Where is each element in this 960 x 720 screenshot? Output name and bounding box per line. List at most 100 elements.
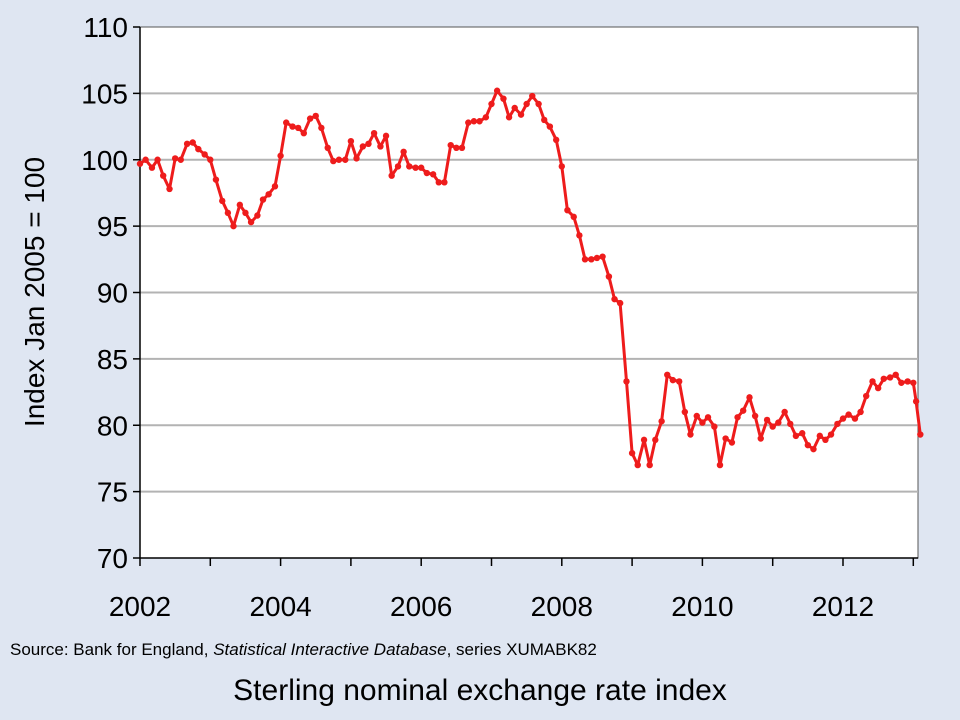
y-tick-label: 90 [97, 278, 128, 309]
data-point [247, 218, 255, 226]
data-point [616, 299, 624, 307]
data-point [781, 408, 788, 416]
data-point [799, 430, 806, 437]
data-point [177, 156, 184, 163]
data-point [628, 449, 636, 457]
data-point [687, 431, 694, 438]
data-point [693, 412, 700, 420]
data-point [763, 416, 771, 424]
data-point [195, 145, 202, 153]
data-point [869, 378, 876, 385]
data-point [634, 461, 641, 469]
data-point [330, 157, 337, 165]
data-point [283, 119, 290, 126]
data-point [775, 419, 782, 426]
data-point [394, 163, 402, 170]
source-suffix: , series XUMABK82 [446, 640, 597, 659]
data-point [588, 256, 595, 263]
data-point [289, 123, 296, 130]
x-tick-label: 2012 [812, 591, 874, 622]
data-point [611, 295, 618, 303]
data-point [324, 144, 331, 152]
data-point [148, 164, 156, 171]
data-point [476, 118, 483, 125]
data-point [447, 141, 454, 149]
data-point [711, 423, 718, 430]
data-point [183, 140, 191, 148]
data-point [874, 384, 882, 392]
data-point [342, 156, 349, 163]
data-point [722, 435, 729, 442]
data-point [511, 104, 518, 112]
data-point [912, 398, 920, 405]
data-point [704, 414, 712, 421]
data-point [676, 378, 683, 385]
data-point [318, 124, 325, 132]
data-point [465, 119, 472, 126]
data-point [171, 155, 179, 162]
data-point [816, 432, 824, 440]
data-point [265, 191, 272, 198]
data-point [910, 379, 917, 386]
data-point [482, 114, 490, 121]
data-point [787, 420, 794, 428]
x-tick-label: 2010 [671, 591, 733, 622]
data-point [359, 143, 367, 150]
y-tick-label: 105 [81, 78, 128, 109]
data-point [739, 407, 747, 414]
data-point [558, 163, 565, 170]
data-point [406, 163, 413, 170]
data-point [189, 139, 196, 146]
data-point [388, 172, 395, 179]
data-point [728, 439, 736, 446]
data-point [834, 420, 841, 428]
data-point [892, 371, 899, 379]
data-point [347, 137, 355, 145]
data-point [207, 156, 214, 163]
data-point [224, 209, 232, 217]
data-point [136, 160, 144, 167]
data-point [201, 151, 208, 158]
data-point [904, 378, 911, 385]
data-point [219, 197, 226, 205]
data-point [564, 206, 571, 214]
data-point [822, 436, 829, 444]
data-point [552, 136, 560, 144]
data-point [418, 164, 425, 171]
data-point [142, 156, 149, 163]
y-tick-label: 100 [81, 145, 128, 176]
data-point [541, 116, 548, 124]
data-point [312, 112, 319, 120]
source-note: Source: Bank for England, Statistical In… [10, 640, 597, 660]
data-point [593, 254, 601, 262]
y-tick-label: 85 [97, 344, 128, 375]
data-point [581, 256, 589, 263]
data-point [230, 222, 237, 230]
data-point [412, 164, 419, 171]
data-point [505, 114, 513, 121]
data-point [751, 412, 759, 420]
data-point [300, 130, 307, 137]
data-point [699, 419, 706, 426]
data-point [851, 415, 859, 422]
data-point [898, 379, 905, 386]
data-point [605, 273, 613, 280]
data-point [500, 95, 507, 102]
data-point [159, 172, 167, 179]
data-point [529, 92, 536, 100]
y-axis-label: Index Jan 2005 = 100 [19, 157, 50, 427]
data-point [517, 111, 525, 118]
source-prefix: Source: Bank for England, [10, 640, 214, 659]
data-point [857, 408, 864, 416]
data-point [458, 144, 466, 152]
data-point [365, 140, 372, 148]
data-point [154, 156, 161, 163]
x-tick-label: 2008 [531, 591, 593, 622]
data-point [757, 435, 764, 442]
data-point [664, 371, 671, 379]
data-point [294, 124, 302, 132]
data-point [646, 461, 653, 469]
data-point [810, 445, 817, 453]
data-point [470, 118, 478, 125]
